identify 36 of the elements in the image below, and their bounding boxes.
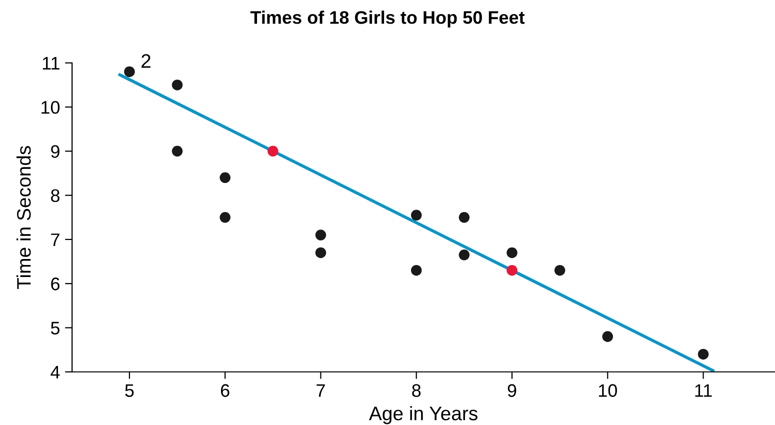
point — [172, 80, 183, 90]
point — [602, 331, 614, 342]
x-tick-label: 5 — [125, 384, 134, 397]
x-tick-label: 9 — [508, 384, 516, 397]
point — [554, 264, 566, 276]
y-tick-label: 8 — [51, 189, 60, 202]
y-tick-label: 5 — [50, 322, 60, 334]
y-tick-label: 10 — [42, 100, 60, 114]
point — [698, 348, 709, 360]
x-tick-label: 6 — [220, 384, 230, 397]
x-axis-title: Age in Years — [368, 406, 478, 424]
point — [315, 230, 326, 240]
point — [458, 212, 470, 223]
x-tick-label: 11 — [695, 384, 712, 397]
x-tick-label: 7 — [316, 384, 325, 397]
point — [315, 247, 326, 258]
point — [458, 250, 470, 260]
y-tick-label: 4 — [50, 366, 60, 378]
y-tick-label: 9 — [51, 145, 60, 158]
point — [124, 66, 135, 78]
y-tick-label: 11 — [42, 57, 60, 70]
point — [268, 146, 278, 157]
point — [220, 212, 230, 223]
y-tick-label: 7 — [51, 234, 60, 246]
point — [410, 264, 422, 276]
y-tick-label: 6 — [51, 278, 60, 290]
point — [220, 172, 230, 184]
chart-title: Times of 18 Girls to Hop 50 Feet — [250, 10, 525, 28]
point — [506, 264, 518, 276]
x-tick-label: 10 — [598, 384, 617, 397]
y-axis-title: Time in Seconds — [16, 146, 31, 289]
point — [506, 247, 518, 258]
point — [172, 146, 183, 157]
point — [410, 210, 422, 221]
annotation: 2 — [142, 54, 150, 68]
x-tick-label: 8 — [412, 384, 421, 397]
